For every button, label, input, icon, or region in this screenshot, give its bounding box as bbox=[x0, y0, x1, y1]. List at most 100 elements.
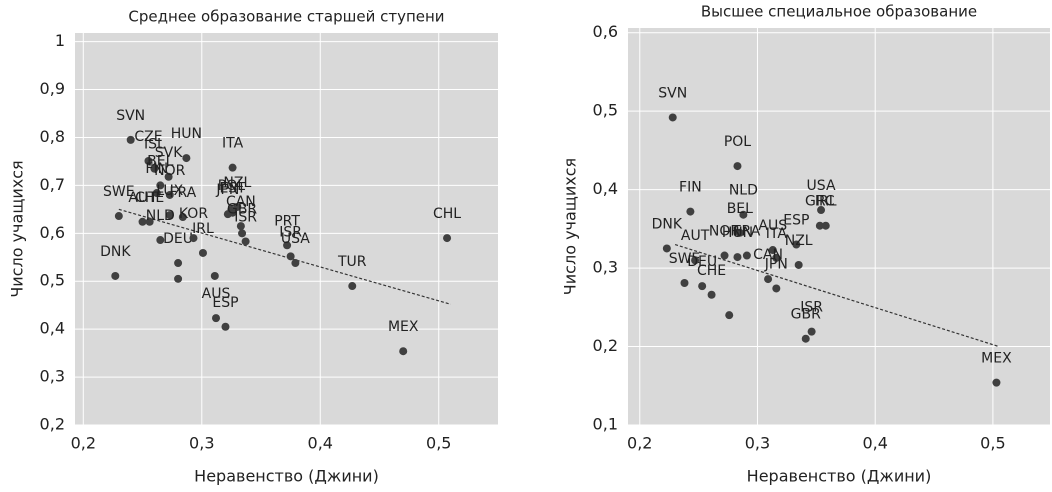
point-label: IRL bbox=[192, 221, 214, 237]
point bbox=[223, 210, 232, 219]
point bbox=[815, 221, 824, 230]
plot-background bbox=[75, 33, 498, 425]
point bbox=[662, 244, 671, 253]
point bbox=[210, 271, 219, 280]
point bbox=[156, 181, 165, 190]
point-label: BEL bbox=[727, 201, 753, 217]
point-label: GRC bbox=[805, 194, 835, 210]
x-tick-label: 0,2 bbox=[71, 434, 96, 453]
y-tick-label: 0,7 bbox=[40, 175, 65, 194]
y-tick-label: 0,8 bbox=[40, 127, 65, 146]
point-label: HUN bbox=[171, 126, 202, 142]
plot-background bbox=[628, 28, 1050, 425]
point bbox=[807, 327, 816, 336]
trend-line bbox=[118, 208, 451, 305]
point bbox=[233, 202, 242, 211]
point-label: ISR bbox=[234, 209, 257, 225]
point-label: DNK bbox=[100, 244, 131, 260]
point-label: CZE bbox=[134, 129, 162, 145]
point bbox=[114, 212, 123, 221]
point-label: ESP bbox=[212, 295, 238, 311]
point bbox=[165, 190, 174, 199]
point bbox=[768, 246, 777, 255]
point-label: FRA bbox=[169, 185, 196, 201]
chart-title: Высшее специальное образование bbox=[701, 3, 977, 21]
point-label: PRT bbox=[274, 213, 300, 229]
y-tick-label: 0,1 bbox=[593, 415, 618, 434]
y-tick-label: 0,6 bbox=[593, 22, 618, 41]
point bbox=[150, 164, 159, 173]
y-tick-label: 0,3 bbox=[593, 258, 618, 277]
point bbox=[739, 210, 748, 219]
point bbox=[794, 260, 803, 269]
point-label: IRL bbox=[815, 194, 837, 210]
point bbox=[156, 236, 165, 245]
point bbox=[691, 256, 700, 265]
point bbox=[165, 211, 174, 220]
point-label: ESP bbox=[783, 213, 809, 229]
point bbox=[443, 234, 452, 243]
point bbox=[698, 282, 707, 291]
point bbox=[283, 241, 292, 250]
point-label: AUS bbox=[758, 218, 787, 234]
point-label: FRA bbox=[733, 224, 760, 240]
point-label: NZL bbox=[223, 175, 251, 191]
y-axis-label: Число учащихся bbox=[8, 160, 27, 297]
point bbox=[212, 314, 220, 323]
point-label: AUT bbox=[681, 228, 710, 244]
point bbox=[144, 156, 153, 165]
point bbox=[764, 275, 773, 284]
point bbox=[792, 240, 801, 249]
point bbox=[178, 213, 187, 222]
point bbox=[733, 162, 742, 171]
point-label: FIN bbox=[145, 161, 168, 177]
y-tick-label: 0,5 bbox=[593, 101, 618, 120]
y-tick-label: 1 bbox=[55, 31, 65, 50]
point-label: NOR bbox=[154, 163, 185, 179]
x-tick-label: 0,5 bbox=[426, 434, 451, 453]
point-label: DEU bbox=[687, 254, 717, 270]
point bbox=[772, 253, 781, 262]
point-label: CAN bbox=[226, 194, 256, 210]
x-tick-label: 0,3 bbox=[745, 434, 770, 453]
point-label: CHE bbox=[697, 263, 726, 279]
point-label: SVN bbox=[658, 85, 687, 101]
point bbox=[348, 282, 357, 291]
trend-line bbox=[674, 243, 999, 348]
point bbox=[725, 311, 734, 320]
y-tick-label: 0,4 bbox=[40, 319, 65, 338]
x-axis-label: Неравенство (Джини) bbox=[194, 467, 379, 486]
point bbox=[821, 221, 830, 230]
point-label: GBR bbox=[791, 307, 821, 323]
y-tick-label: 0,6 bbox=[40, 223, 65, 242]
point-label: MEX bbox=[388, 319, 419, 335]
y-tick-label: 0,5 bbox=[40, 271, 65, 290]
point bbox=[817, 206, 826, 215]
y-tick-label: 0,9 bbox=[40, 79, 65, 98]
point bbox=[221, 322, 230, 331]
point-label: DEU bbox=[163, 231, 193, 247]
point-label: USA bbox=[281, 231, 310, 247]
point bbox=[198, 248, 207, 257]
point bbox=[686, 207, 695, 216]
point-label: ITA bbox=[222, 136, 244, 152]
x-tick-label: 0,3 bbox=[189, 434, 214, 453]
point bbox=[174, 274, 183, 283]
chart-title: Среднее образование старшей ступени bbox=[128, 8, 444, 26]
point bbox=[241, 237, 250, 246]
point-label: NZL bbox=[785, 233, 813, 249]
point-label: JPN bbox=[764, 256, 788, 272]
point-label: LUX bbox=[156, 183, 183, 199]
point-label: AUT bbox=[128, 190, 157, 206]
y-tick-label: 0,2 bbox=[40, 415, 65, 434]
point bbox=[126, 135, 135, 144]
point-label: CAN bbox=[753, 247, 783, 263]
point bbox=[286, 252, 295, 261]
point-label: POL bbox=[724, 134, 751, 150]
x-tick-label: 0,4 bbox=[308, 434, 333, 453]
point bbox=[138, 217, 147, 226]
y-axis-label: Число учащихся bbox=[561, 158, 580, 295]
point-label: ISL bbox=[144, 137, 165, 153]
point-label: POL bbox=[218, 178, 245, 194]
